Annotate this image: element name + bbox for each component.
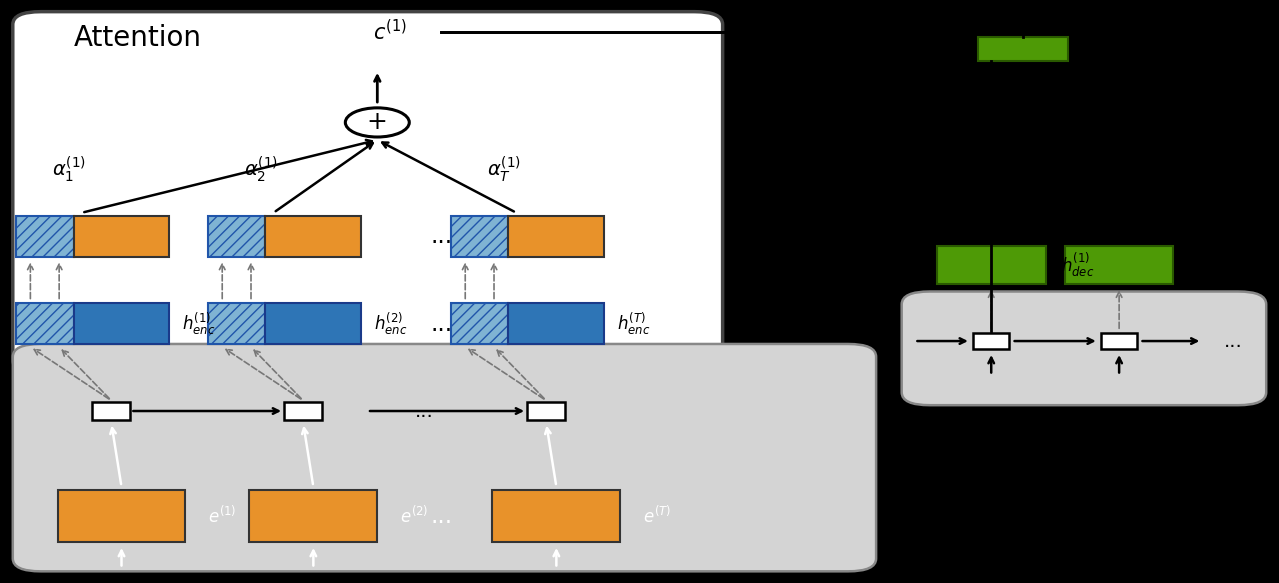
Text: ...: ... [430,504,453,528]
FancyBboxPatch shape [13,12,723,373]
Text: $h_{dec}^{(1)}$: $h_{dec}^{(1)}$ [1060,251,1095,279]
Bar [936,246,1045,284]
Text: $h_{enc}^{(T)}$: $h_{enc}^{(T)}$ [616,311,651,336]
Text: $\alpha_2^{(1)}$: $\alpha_2^{(1)}$ [243,154,278,184]
Bar [207,303,266,344]
Text: $c^{(1)}$: $c^{(1)}$ [373,19,407,45]
Text: $e^{(1)}$: $e^{(1)}$ [208,505,237,526]
Bar [58,490,185,542]
Circle shape [345,108,409,137]
FancyBboxPatch shape [902,292,1266,405]
Bar [1064,246,1173,284]
FancyBboxPatch shape [13,344,876,571]
Bar [508,303,604,344]
Bar [978,37,1068,61]
Text: $\alpha_T^{(1)}$: $\alpha_T^{(1)}$ [486,154,521,184]
Text: $\alpha_1^{(1)}$: $\alpha_1^{(1)}$ [51,154,86,184]
Text: ...: ... [416,402,434,420]
Bar [527,402,565,420]
Bar [265,303,361,344]
Bar [492,490,620,542]
Bar [973,333,1009,349]
Bar [207,216,266,257]
Bar [249,490,377,542]
Bar [508,216,604,257]
Text: ...: ... [430,224,453,248]
Text: $e^{(T)}$: $e^{(T)}$ [643,505,671,526]
Bar [450,216,508,257]
Text: $e^{(2)}$: $e^{(2)}$ [400,505,428,526]
Text: +: + [367,110,388,135]
Bar [17,216,73,257]
Text: $h_{enc}^{(1)}$: $h_{enc}^{(1)}$ [182,311,216,336]
Text: $h_{enc}^{(2)}$: $h_{enc}^{(2)}$ [373,311,408,336]
Bar [73,216,169,257]
Bar [92,402,130,420]
Text: ...: ... [1224,332,1243,350]
Bar [450,303,508,344]
Text: $h_{dec}^{(2)}$: $h_{dec}^{(2)}$ [1188,251,1223,279]
Bar [284,402,322,420]
Bar [17,303,73,344]
Text: ...: ... [430,311,453,336]
Bar [265,216,361,257]
Text: Attention: Attention [74,24,202,52]
Bar [1101,333,1137,349]
Bar [73,303,169,344]
